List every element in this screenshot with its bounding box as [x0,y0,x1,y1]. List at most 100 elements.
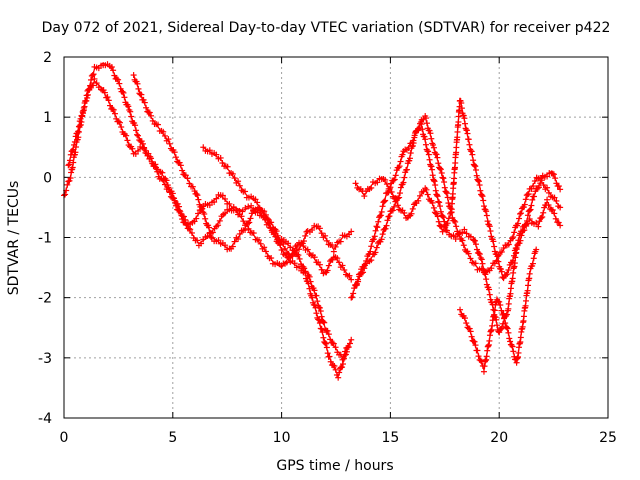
data-point [278,247,285,254]
data-point [257,240,264,247]
data-point [160,128,167,135]
data-point [507,290,514,297]
data-point [62,191,69,198]
data-point [531,178,538,185]
data-point [179,216,186,223]
data-point [439,228,446,235]
data-point [324,327,331,334]
data-point [72,133,79,140]
data-point [476,182,483,189]
data-point [306,273,313,280]
data-point [80,110,87,117]
data-point [372,249,379,256]
data-point [149,117,156,124]
data-point [475,250,482,257]
data-point [332,243,339,250]
data-point [171,197,178,204]
data-point [318,230,325,237]
data-point [107,102,114,109]
data-point [229,243,236,250]
data-point [397,184,404,191]
data-point [316,261,323,268]
data-point [455,118,462,125]
data-point [325,262,332,269]
data-point [353,281,360,288]
data-point [443,190,450,197]
data-point [66,177,73,184]
data-point [111,110,118,117]
data-point [403,166,410,173]
data-point [177,210,184,217]
data-point [555,219,562,226]
data-point [443,189,450,196]
data-point [465,250,472,257]
data-point [378,208,385,215]
data-point [355,276,362,283]
data-point [261,244,268,251]
data-point [368,184,375,191]
data-point [371,233,378,240]
x-tick-label: 5 [168,430,177,446]
data-point [373,244,380,251]
data-point [394,202,401,209]
data-point [202,215,209,222]
data-point [505,266,512,273]
data-point [208,234,215,241]
data-point [383,222,390,229]
data-point [479,193,486,200]
data-point [505,329,512,336]
data-point [166,140,173,147]
data-point [522,196,529,203]
data-point [222,242,229,249]
data-point [480,266,487,273]
data-point [524,212,531,219]
data-point [471,338,478,345]
data-point [323,237,330,244]
data-point [448,206,455,213]
data-point [379,203,386,210]
data-point [177,162,184,169]
data-point [544,196,551,203]
data-point [502,320,509,327]
data-point [555,183,562,190]
y-tick-label: -2 [38,291,52,307]
data-point [472,241,479,248]
data-point [323,344,330,351]
data-point [445,200,452,207]
data-point [437,203,444,210]
data-point [84,94,91,101]
data-point [341,267,348,274]
data-point [368,257,375,264]
data-point [475,177,482,184]
data-point [551,194,558,201]
data-point [501,314,508,321]
data-point [420,116,427,123]
data-point [504,325,511,332]
data-point [119,88,126,95]
data-point [336,259,343,266]
data-point [457,306,464,313]
data-point [146,109,153,116]
data-point [128,113,135,120]
data-point [461,115,468,122]
data-point [195,196,202,203]
series-track-1 [61,61,350,381]
data-point [263,214,270,221]
data-point [195,210,202,217]
data-point [324,267,331,274]
data-point [108,63,115,70]
data-point [326,353,333,360]
data-point [172,154,179,161]
data-point [540,182,547,189]
data-point [161,132,168,139]
data-point [535,184,542,191]
data-point [105,97,112,104]
data-point [129,145,136,152]
y-tick-labels: -4 -3 -2 -1 0 1 2 [38,50,52,427]
data-point [311,287,318,294]
data-point [444,220,451,227]
data-point [391,203,398,210]
data-point [309,294,316,301]
data-point [166,189,173,196]
data-point [318,266,325,273]
